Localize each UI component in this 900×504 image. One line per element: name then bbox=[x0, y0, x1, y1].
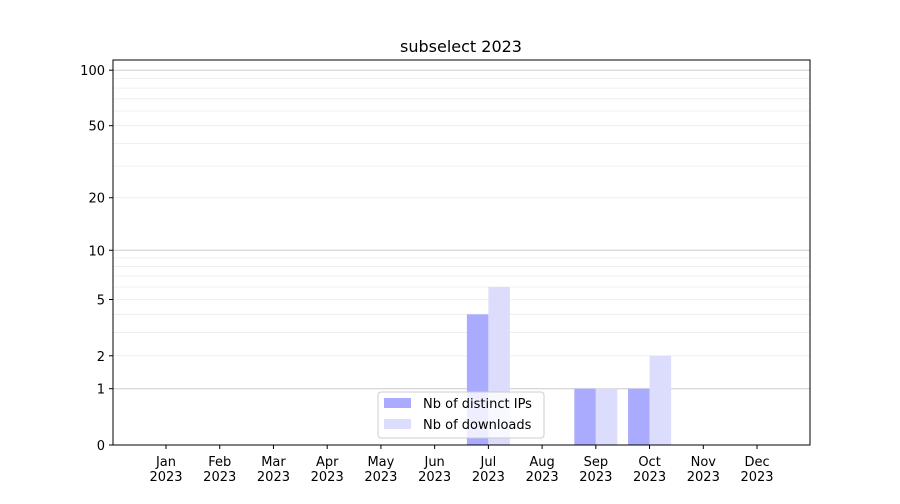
x-tick-label: Jun 2023 bbox=[418, 455, 451, 485]
chart-title: subselect 2023 bbox=[400, 37, 522, 56]
legend-swatch bbox=[384, 419, 411, 429]
x-tick-label: Dec 2023 bbox=[740, 455, 773, 485]
legend-label: Nb of distinct IPs bbox=[423, 397, 532, 412]
x-tick-label: Feb 2023 bbox=[203, 455, 236, 485]
x-axis: Jan 2023 Feb 2023 Mar 2023 Apr 2023 May 2023 Jun 20… bbox=[149, 445, 774, 485]
x-tick-label: Mar 2023 bbox=[257, 455, 290, 485]
x-tick-label: Sep 2023 bbox=[579, 455, 612, 485]
y-axis: 0 1 2 5 10 20 50 100 bbox=[80, 64, 113, 454]
grid bbox=[113, 69, 810, 390]
axes-frame bbox=[112, 59, 811, 446]
legend-box bbox=[377, 391, 545, 439]
bar-distinct-ips bbox=[574, 388, 596, 445]
legend-label: Nb of downloads bbox=[423, 418, 532, 433]
bar-downloads bbox=[595, 388, 618, 445]
x-tick-label: Oct 2023 bbox=[633, 455, 666, 485]
x-tick-label: Nov 2023 bbox=[687, 455, 720, 485]
y-tick-label: 2 bbox=[97, 350, 105, 365]
x-tick-label: May 2023 bbox=[364, 455, 397, 485]
y-tick-label: 100 bbox=[80, 64, 105, 79]
x-tick-label: Aug 2023 bbox=[526, 455, 559, 485]
x-tick-label: Jan 2023 bbox=[149, 455, 182, 485]
y-tick-label: 10 bbox=[88, 244, 105, 259]
y-tick-label: 50 bbox=[88, 120, 105, 135]
x-tick-label: Apr 2023 bbox=[311, 455, 344, 485]
y-tick-label: 0 bbox=[97, 439, 105, 454]
y-tick-label: 5 bbox=[97, 293, 105, 308]
y-tick-label: 20 bbox=[88, 192, 105, 207]
bar-distinct-ips bbox=[628, 388, 650, 445]
bar-downloads bbox=[649, 355, 672, 445]
legend-swatch bbox=[384, 398, 411, 408]
y-tick-label: 1 bbox=[97, 383, 105, 398]
legend: Nb of distinct IPs Nb of downloads bbox=[377, 391, 545, 439]
x-tick-label: Jul 2023 bbox=[472, 455, 505, 485]
